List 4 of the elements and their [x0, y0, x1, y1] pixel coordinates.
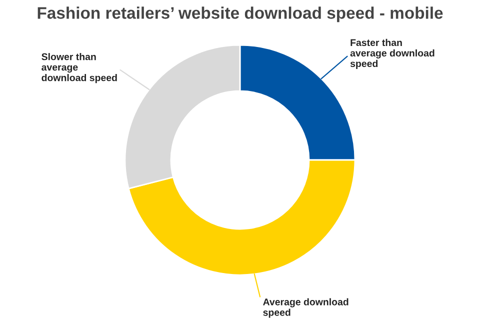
- slice-label: Average download speed: [263, 298, 348, 318]
- slice-label: Faster than average download speed: [350, 38, 434, 69]
- slice-label: Slower than average download speed: [42, 53, 117, 84]
- chart-title: Fashion retailers’ website download speed - mobile: [38, 6, 443, 22]
